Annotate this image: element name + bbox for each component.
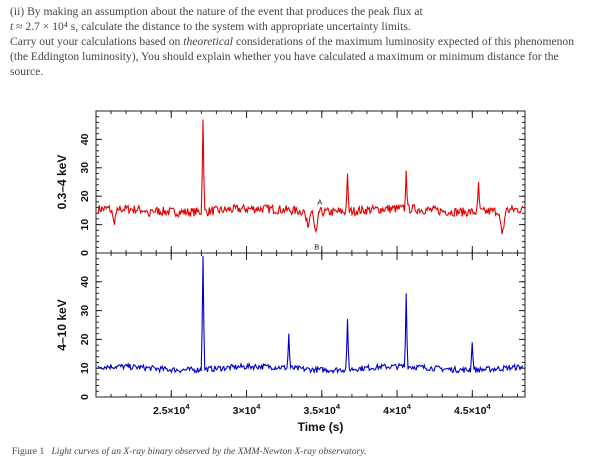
y-axis-title: 4–10 keV (55, 299, 69, 350)
x-tick-label: 3.5×104 (303, 402, 340, 417)
x-tick-label: 4.5×104 (454, 402, 491, 417)
caption-text: Light curves of an X-ray binary observed… (51, 446, 367, 457)
y-tick-label: 30 (79, 162, 91, 174)
y-tick-label: 30 (79, 305, 91, 317)
y-tick-label: 0 (79, 394, 91, 400)
panel-bottom-hard: 0 10 20 30 40 4–10 keV (55, 252, 526, 400)
x-tick-label: 4×104 (383, 402, 412, 417)
panel-top-soft: 0 10 20 30 40 0.3–4 keV A B (55, 110, 526, 256)
caption-label: Figure 1 (12, 446, 45, 457)
figure-caption: Figure 1 Light curves of an X-ray binary… (12, 446, 366, 457)
y-tick-label: 20 (79, 190, 91, 202)
light-curve-series (97, 119, 524, 235)
y-tick-label: 40 (79, 276, 91, 288)
time-symbol: t (10, 20, 14, 33)
time-value: ≈ 2.7 × 10⁴ s, calculate the distance to… (16, 20, 411, 33)
question-text: (ii) By making an assumption about the n… (10, 4, 580, 79)
panel-frame (95, 110, 526, 254)
question-emphasis: theoretical (183, 35, 234, 48)
curve-annotation: A (317, 198, 322, 207)
y-tick-label: 20 (79, 333, 91, 345)
y-tick-label: 10 (79, 362, 91, 374)
x-tick-label: 2.5×104 (153, 402, 190, 417)
question-sentence2-end: considerations of the maximum luminosity… (10, 35, 575, 78)
question-sentence1: By making an assumption about the nature… (27, 5, 423, 18)
panel-frame (95, 252, 526, 398)
y-tick-label: 10 (79, 219, 91, 231)
light-curve-series (97, 255, 524, 375)
y-tick-label: 40 (79, 133, 91, 145)
question-sentence2-start: Carry out your calculations based on (10, 35, 181, 48)
y-axis-title: 0.3–4 keV (55, 155, 69, 210)
y-tick-label: 0 (79, 250, 91, 256)
x-axis: 2.5×104 3×104 3.5×104 4×104 4.5×104 Time (s) (153, 402, 491, 434)
x-tick-label: 3×104 (233, 402, 262, 417)
question-part: (ii) (10, 5, 25, 18)
curve-annotation: B (314, 243, 319, 252)
x-axis-title: Time (s) (298, 420, 344, 434)
